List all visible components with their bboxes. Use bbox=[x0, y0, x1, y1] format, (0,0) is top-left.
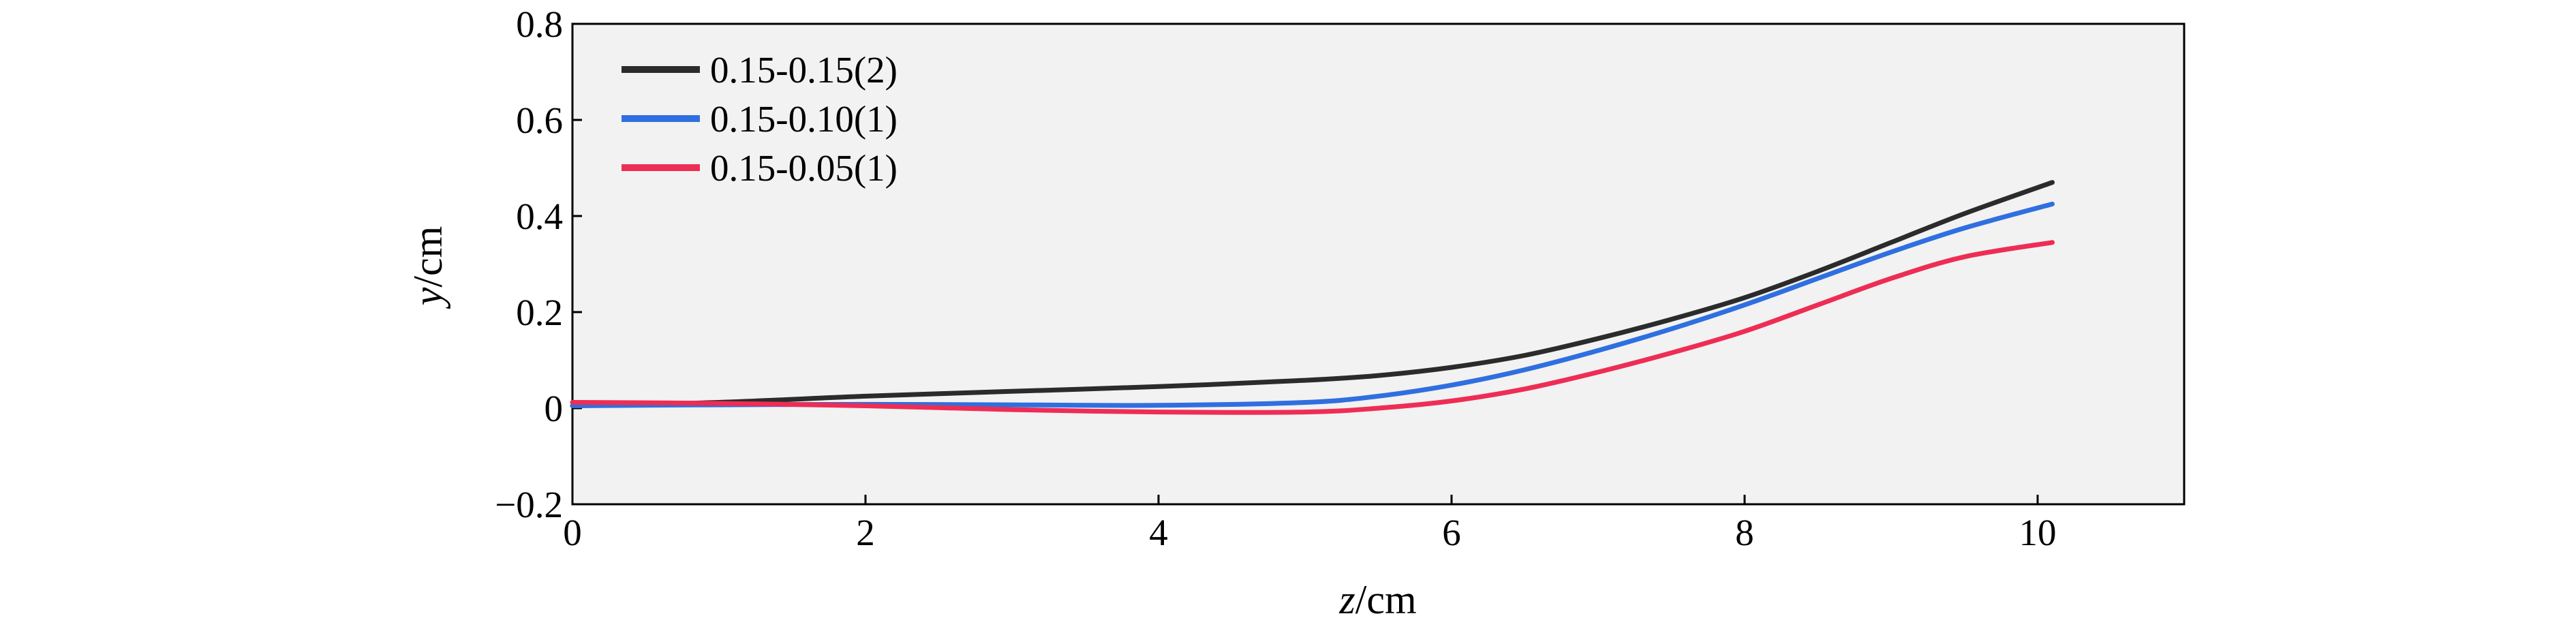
y-tick-label: 0.6 bbox=[516, 99, 563, 141]
x-tick-label: 8 bbox=[1735, 512, 1754, 553]
y-axis-unit: /cm bbox=[405, 226, 450, 288]
legend-label-2: 0.15-0.10(1) bbox=[710, 98, 898, 140]
x-tick-label: 6 bbox=[1442, 512, 1461, 553]
legend-label-1: 0.15-0.15(2) bbox=[710, 49, 898, 91]
legend-label-3: 0.15-0.05(1) bbox=[710, 147, 898, 189]
y-axis-title: y/cm bbox=[405, 226, 450, 310]
series-line-3 bbox=[570, 240, 2055, 415]
x-tick-label: 4 bbox=[1149, 512, 1168, 553]
x-tick-label: 10 bbox=[2019, 512, 2057, 553]
x-axis-unit: /cm bbox=[1355, 577, 1417, 622]
y-tick-label: 0.2 bbox=[516, 292, 563, 333]
y-tick-label: 0.4 bbox=[516, 196, 563, 237]
y-tick-label: 0.8 bbox=[516, 3, 563, 45]
y-tick-label: −0.2 bbox=[495, 484, 563, 525]
y-tick-label: 0 bbox=[545, 388, 564, 429]
x-tick-label: 2 bbox=[856, 512, 875, 553]
series-line-1 bbox=[570, 180, 2055, 408]
x-axis-variable: z bbox=[1338, 577, 1355, 622]
x-tick-label: 0 bbox=[563, 512, 582, 553]
plot-area bbox=[571, 22, 2186, 506]
y-axis-variable: y bbox=[405, 287, 450, 309]
x-axis-title: z/cm bbox=[1338, 577, 1416, 622]
